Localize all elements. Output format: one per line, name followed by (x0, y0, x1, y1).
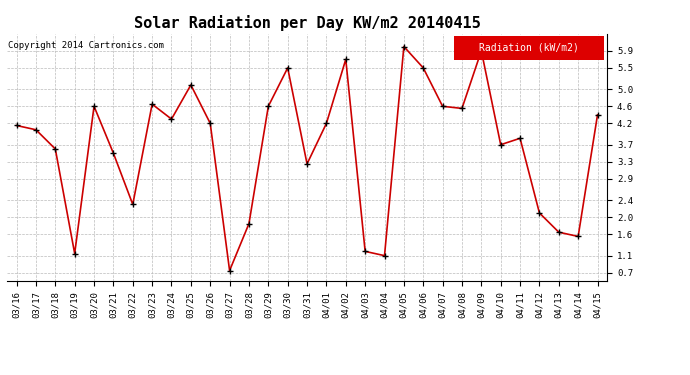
Title: Solar Radiation per Day KW/m2 20140415: Solar Radiation per Day KW/m2 20140415 (134, 15, 480, 31)
Text: Copyright 2014 Cartronics.com: Copyright 2014 Cartronics.com (8, 41, 164, 50)
